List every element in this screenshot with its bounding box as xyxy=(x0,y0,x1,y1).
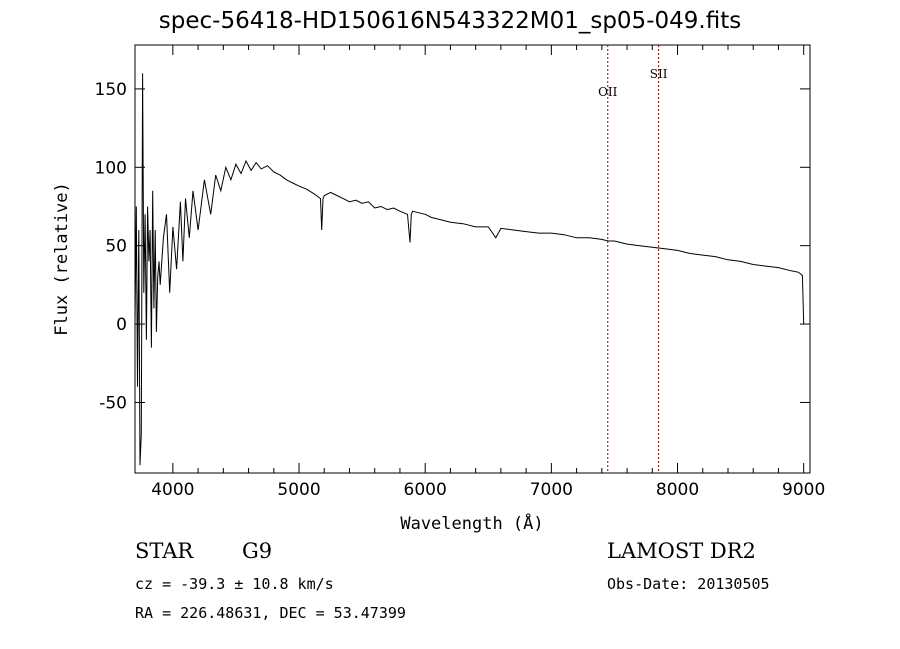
y-tick-label: 150 xyxy=(95,80,127,100)
y-tick-label: -50 xyxy=(99,393,127,413)
spectrum-series-0 xyxy=(134,73,805,466)
object-class: STAR xyxy=(135,539,194,563)
x-tick-label: 9000 xyxy=(782,480,825,500)
x-tick-label: 5000 xyxy=(277,480,320,500)
y-tick-label: 0 xyxy=(116,315,127,335)
y-tick-label: 100 xyxy=(95,158,127,178)
x-tick-label: 4000 xyxy=(151,480,194,500)
line-marker-label: OII xyxy=(598,85,618,99)
observation-date: Obs-Date: 20130505 xyxy=(607,575,770,593)
survey-name: LAMOST DR2 xyxy=(607,539,756,563)
x-tick-label: 7000 xyxy=(530,480,573,500)
x-tick-label: 8000 xyxy=(656,480,699,500)
plot-frame xyxy=(134,44,811,474)
chart-title: spec-56418-HD150616N543322M01_sp05-049.f… xyxy=(158,8,742,34)
x-tick-label: 6000 xyxy=(404,480,447,500)
y-tick-label: 50 xyxy=(105,237,127,257)
y-axis-label: Flux (relative) xyxy=(52,182,72,336)
line-marker-label: SII xyxy=(650,67,668,81)
coordinates-radec: RA = 226.48631, DEC = 53.47399 xyxy=(135,604,406,622)
redshift-cz: cz = -39.3 ± 10.8 km/s xyxy=(135,575,334,593)
x-axis-label: Wavelength (Å) xyxy=(400,512,543,534)
object-subclass: G9 xyxy=(242,539,273,563)
